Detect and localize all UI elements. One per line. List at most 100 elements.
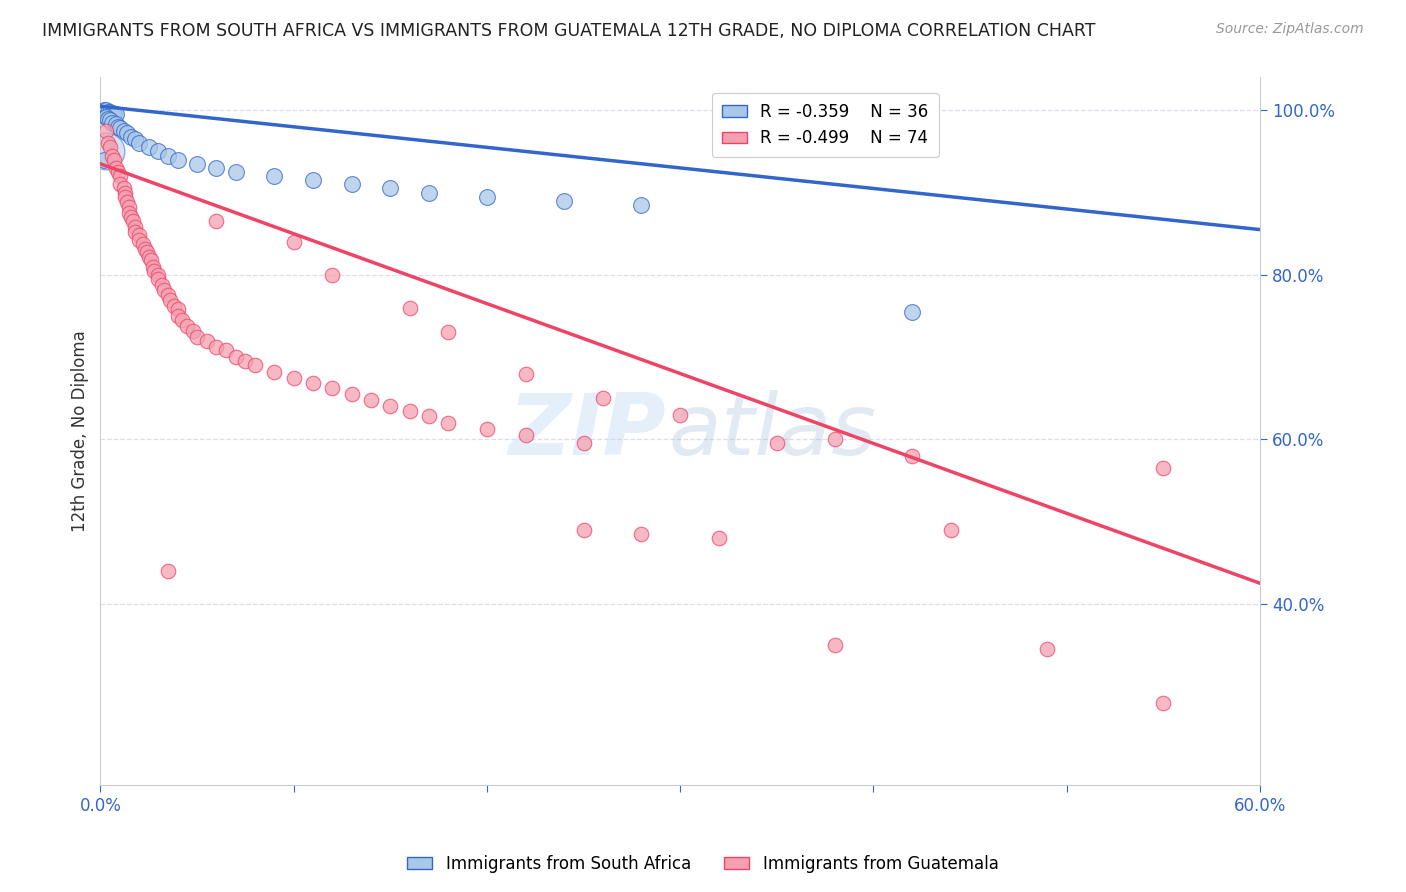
Point [122,214,145,228]
Legend: Immigrants from South Africa, Immigrants from Guatemala: Immigrants from South Africa, Immigrants… [401,848,1005,880]
Point [283,235,305,249]
Point [302,376,325,391]
Point [572,523,595,537]
Point [437,326,460,340]
Point [101,148,124,162]
Point [156,148,179,162]
Point [101,116,124,130]
Point [340,387,363,401]
Point [128,136,150,151]
Point [156,288,179,302]
Point [107,165,129,179]
Point [135,244,157,259]
Point [233,354,256,368]
Point [205,161,228,175]
Point [195,334,218,348]
Point [225,165,247,179]
Point [824,433,846,447]
Point [243,359,266,373]
Point [263,365,285,379]
Point [939,523,962,537]
Point [707,531,730,545]
Point [114,186,136,200]
Point [117,127,139,141]
Point [1036,642,1059,657]
Point [475,422,498,436]
Point [437,416,460,430]
Point [630,527,652,541]
Point [128,228,150,243]
Point [148,272,170,286]
Point [139,253,162,268]
Point [1152,461,1174,475]
Point [112,181,135,195]
Point [153,283,176,297]
Point [176,318,198,333]
Point [1152,696,1174,710]
Point [398,301,420,315]
Point [360,392,382,407]
Text: ZIP: ZIP [509,390,666,473]
Point [104,161,127,175]
Point [94,124,117,138]
Point [321,268,343,282]
Point [118,206,141,220]
Point [340,178,363,192]
Point [132,236,155,251]
Point [97,105,120,120]
Text: Source: ZipAtlas.com: Source: ZipAtlas.com [1216,22,1364,37]
Point [97,136,120,151]
Point [94,103,117,118]
Point [215,343,238,358]
Point [669,408,692,422]
Point [630,198,652,212]
Point [553,194,575,208]
Point [824,638,846,652]
Point [124,132,146,146]
Point [94,110,117,124]
Point [97,112,120,126]
Point [150,277,173,292]
Point [418,409,440,424]
Point [124,220,146,235]
Point [108,169,131,183]
Point [138,250,160,264]
Point [166,309,188,323]
Point [104,117,127,131]
Point [765,436,787,450]
Point [156,564,179,578]
Point [159,293,181,307]
Point [205,340,228,354]
Point [901,305,924,319]
Point [98,113,121,128]
Point [124,225,146,239]
Point [475,190,498,204]
Point [283,370,305,384]
Point [380,400,402,414]
Point [143,263,166,277]
Point [120,211,142,225]
Y-axis label: 12th Grade, No Diploma: 12th Grade, No Diploma [72,330,89,532]
Point [321,381,343,395]
Point [103,106,125,120]
Point [592,391,614,405]
Point [302,173,325,187]
Point [205,214,228,228]
Point [148,268,170,282]
Point [263,169,285,183]
Point [166,302,188,317]
Point [98,105,121,120]
Point [380,181,402,195]
Point [166,153,188,167]
Point [163,299,186,313]
Text: IMMIGRANTS FROM SOUTH AFRICA VS IMMIGRANTS FROM GUATEMALA 12TH GRADE, NO DIPLOMA: IMMIGRANTS FROM SOUTH AFRICA VS IMMIGRAN… [42,22,1095,40]
Point [98,140,121,154]
Point [108,178,131,192]
Point [114,190,136,204]
Point [128,233,150,247]
Point [108,121,131,136]
Text: atlas: atlas [669,390,877,473]
Point [181,324,204,338]
Point [104,107,127,121]
Point [515,428,537,442]
